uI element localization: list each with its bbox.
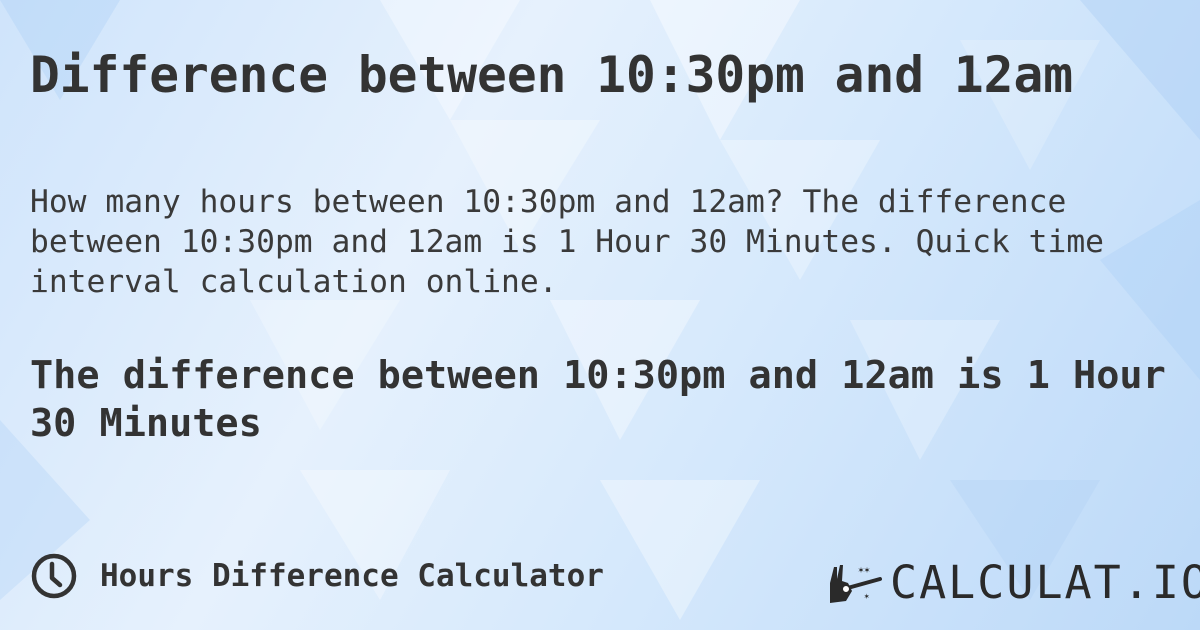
calculator-name: Hours Difference Calculator bbox=[100, 558, 604, 594]
page-title: Difference between 10:30pm and 12am bbox=[30, 46, 1074, 104]
magic-wand-hand-icon: ✶✶ ✶ bbox=[830, 564, 882, 603]
description: How many hours between 10:30pm and 12am?… bbox=[30, 184, 1105, 300]
logo-text: CALCULAT.IO bbox=[890, 556, 1200, 609]
logo: ✶✶ ✶ CALCULAT.IO bbox=[828, 556, 1200, 609]
clock-icon bbox=[31, 553, 77, 599]
svg-text:✶✶: ✶✶ bbox=[858, 565, 870, 576]
svg-text:✶: ✶ bbox=[864, 592, 870, 602]
calculator-link: Hours Difference Calculator bbox=[30, 552, 604, 600]
result-heading: The difference between 10:30pm and 12am … bbox=[30, 353, 1166, 446]
